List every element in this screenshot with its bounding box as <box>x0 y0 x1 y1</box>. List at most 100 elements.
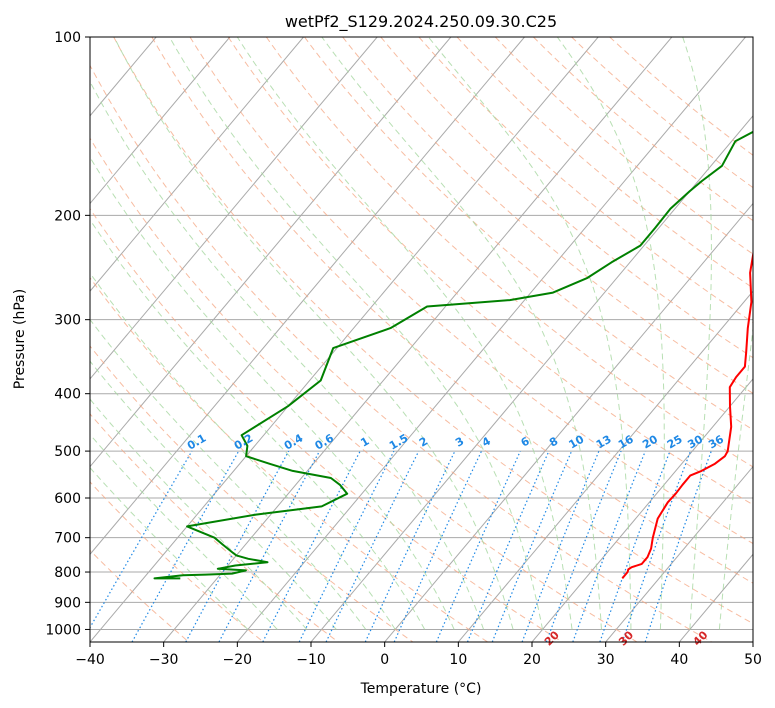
dry-adiabat-line <box>494 37 753 255</box>
mixing-ratio-label: 36 <box>706 432 726 451</box>
dry-adiabat-label: 20 <box>542 628 562 648</box>
isotherm-line <box>310 115 753 642</box>
x-tick-label: −30 <box>149 652 179 668</box>
y-axis-title: Pressure (hPa) <box>12 289 28 389</box>
dry-adiabat-line <box>265 37 753 468</box>
dry-adiabat-line <box>304 37 753 431</box>
moist-adiabat-line <box>90 272 396 630</box>
moist-adiabat-line <box>321 37 602 630</box>
isotherm-line <box>752 641 753 642</box>
isotherm-line <box>90 37 304 292</box>
dry-adiabat-line <box>151 37 753 584</box>
isotherm-line <box>90 37 452 468</box>
moist-adiabat-line <box>682 37 712 630</box>
x-tick-label: 40 <box>670 652 688 668</box>
moist-adiabat-line <box>428 37 632 630</box>
mixing-ratio-label: 2 <box>417 435 430 450</box>
mixing-ratio-label: 0.6 <box>313 431 337 452</box>
dry-adiabat-line <box>90 345 414 642</box>
mixing-ratio-label: 25 <box>665 433 685 452</box>
y-tick-label: 300 <box>54 313 81 329</box>
x-tick-label: 20 <box>523 652 541 668</box>
isotherm-line <box>90 37 231 205</box>
mixing-ratio-label: 8 <box>547 435 560 450</box>
y-tick-label: 500 <box>54 444 81 460</box>
mixing-ratio-line <box>599 450 671 642</box>
mixing-ratio-line <box>491 450 573 642</box>
moist-adiabat-line <box>90 433 278 630</box>
isotherm-line <box>0 37 9 642</box>
x-tick-label: 30 <box>597 652 615 668</box>
moist-adiabat-line <box>113 37 514 630</box>
dry-adiabat-line <box>189 37 753 545</box>
dry-adiabat-line <box>113 37 753 625</box>
x-axis-title: Temperature (°C) <box>360 681 482 697</box>
dry-adiabat-line <box>342 37 753 394</box>
moist-adiabat-line <box>236 37 573 630</box>
moist-adiabat-line <box>90 398 308 630</box>
isotherm-line <box>457 290 753 642</box>
grid-layer <box>0 37 753 642</box>
mixing-ratio-line <box>393 450 483 642</box>
series-layer <box>153 130 753 580</box>
y-tick-label: 100 <box>54 30 81 46</box>
moist-adiabat-line <box>556 37 665 630</box>
moist-adiabat-line <box>90 218 426 630</box>
x-tick-label: −40 <box>75 652 105 668</box>
series-line-1 <box>153 130 753 580</box>
moist-adiabat-line <box>718 324 753 630</box>
x-tick-label: −10 <box>296 652 326 668</box>
isotherm-line <box>90 37 599 642</box>
mixing-ratio-label: 1.5 <box>387 432 410 453</box>
isotherm-line <box>90 37 525 556</box>
moist-adiabat-line <box>168 37 543 630</box>
mixing-ratio-line <box>218 450 321 642</box>
y-tick-label: 900 <box>54 595 81 611</box>
moist-adiabat-line <box>90 80 485 630</box>
mixing-ratio-line <box>466 450 550 642</box>
isotherm-line <box>236 37 746 642</box>
y-tick-label: 600 <box>54 491 81 507</box>
isotherm-line <box>678 553 753 642</box>
dry-adiabat-line <box>609 37 753 156</box>
mixing-ratio-line <box>545 450 622 642</box>
x-tick-label: 10 <box>449 652 467 668</box>
y-tick-label: 400 <box>54 387 81 403</box>
dry-adiabat-line <box>90 207 563 642</box>
dry-adiabat-line <box>90 276 488 642</box>
mixing-ratio-line <box>298 450 395 642</box>
isotherm-line <box>531 378 753 642</box>
moist-adiabat-line <box>90 156 455 630</box>
x-tick-label: −20 <box>223 652 253 668</box>
y-axis: 100 200 300 400 500 600 700 800 900 1000 <box>45 30 90 638</box>
plot-frame <box>89 36 754 643</box>
mixing-ratio-line <box>90 450 193 629</box>
chart-title: wetPf2_S129.2024.250.09.30.C25 <box>285 12 557 32</box>
isotherm-line <box>605 465 753 642</box>
reference-lines-layer <box>90 37 753 642</box>
mixing-ratio-line <box>131 450 240 642</box>
dry-adiabat-line <box>90 64 712 642</box>
mixing-ratio-line <box>185 450 290 642</box>
dry-adiabat-line <box>90 137 638 642</box>
y-tick-label: 700 <box>54 531 81 547</box>
mixing-ratio-label: 13 <box>594 433 614 452</box>
dry-adiabat-line <box>227 37 753 506</box>
mixing-ratio-label: 1 <box>358 435 371 450</box>
dry-adiabat-line <box>533 37 753 222</box>
mixing-ratio-line <box>262 450 361 642</box>
dry-adiabat-line <box>90 481 264 642</box>
mixing-ratio-line <box>572 450 646 642</box>
mixing-ratio-line <box>621 450 692 642</box>
y-tick-label: 800 <box>54 565 81 581</box>
series-line-0 <box>621 249 753 580</box>
dry-adiabat-line <box>90 413 339 642</box>
mixing-ratio-line <box>644 450 712 642</box>
dry-adiabat-line <box>418 37 753 324</box>
isotherm-line <box>90 37 378 380</box>
moist-adiabat-line <box>90 466 249 630</box>
mixing-ratio-label: 16 <box>616 432 636 451</box>
mixing-ratio-line <box>435 450 521 642</box>
